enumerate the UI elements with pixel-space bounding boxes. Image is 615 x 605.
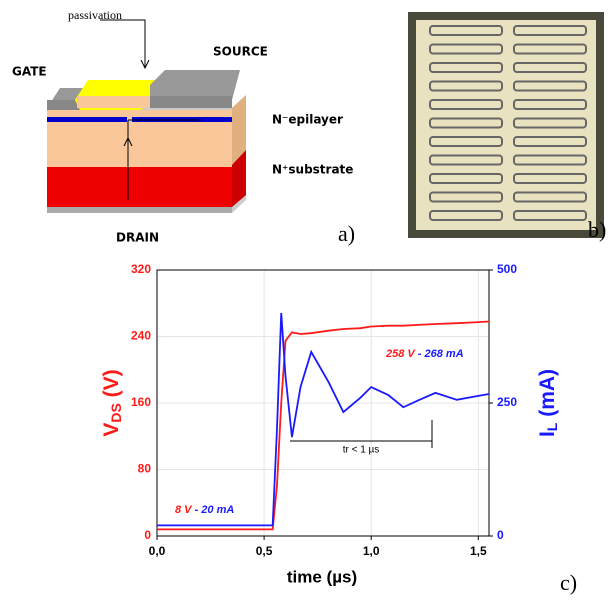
series-line (157, 313, 490, 527)
finger (429, 154, 503, 166)
finger (513, 210, 587, 221)
label: GATE (12, 65, 47, 79)
y-tick-label: 0 (144, 528, 151, 542)
finger (429, 25, 503, 36)
y2-tick-label: 250 (497, 395, 517, 409)
panel-label: b) (588, 217, 606, 242)
finger (429, 62, 503, 73)
y2-axis-title: IL (mA) (536, 369, 560, 437)
finger (429, 210, 503, 221)
y-tick-label: 320 (131, 262, 151, 276)
y2-tick-label: 0 (497, 528, 504, 542)
finger (429, 43, 503, 55)
label: passivation (68, 8, 122, 22)
label: N⁺substrate (272, 163, 353, 177)
finger (513, 25, 587, 36)
finger (513, 191, 587, 203)
finger (513, 136, 587, 147)
annotation: tr < 1 µs (343, 445, 380, 456)
mosfet-diagram: passivation GATE SOURCE N⁻epilayer N⁺sub… (12, 8, 355, 246)
annotation: 258 V - 268 mA (385, 348, 464, 360)
finger (429, 136, 503, 147)
annotation: 8 V - 20 mA (175, 504, 234, 516)
y-axis-title: VDS (V) (100, 369, 124, 436)
x-axis-title: time (µs) (287, 567, 357, 586)
finger (513, 117, 587, 129)
finger (513, 154, 587, 166)
finger (513, 43, 587, 55)
x-tick-label: 0,0 (149, 544, 166, 558)
finger (429, 80, 503, 92)
finger (513, 99, 587, 110)
panel-label: c) (560, 570, 577, 595)
y-tick-label: 160 (131, 395, 151, 409)
finger (513, 173, 587, 184)
x-tick-label: 1,5 (470, 544, 487, 558)
y-tick-label: 80 (138, 462, 152, 476)
panel-label: a) (338, 221, 355, 246)
plot-frame (156, 269, 490, 537)
label: N⁻epilayer (272, 113, 343, 127)
series-line (157, 320, 490, 531)
finger (429, 173, 503, 184)
x-tick-label: 1,0 (363, 544, 380, 558)
finger (429, 191, 503, 203)
label: SOURCE (213, 45, 268, 59)
finger (429, 99, 503, 110)
finger (513, 62, 587, 73)
chip-photo: b) (408, 12, 606, 242)
y-tick-label: 240 (131, 329, 151, 343)
y2-tick-label: 500 (497, 262, 517, 276)
finger (429, 117, 503, 129)
finger (513, 80, 587, 92)
label: DRAIN (116, 231, 159, 245)
x-tick-label: 0,5 (256, 544, 273, 558)
